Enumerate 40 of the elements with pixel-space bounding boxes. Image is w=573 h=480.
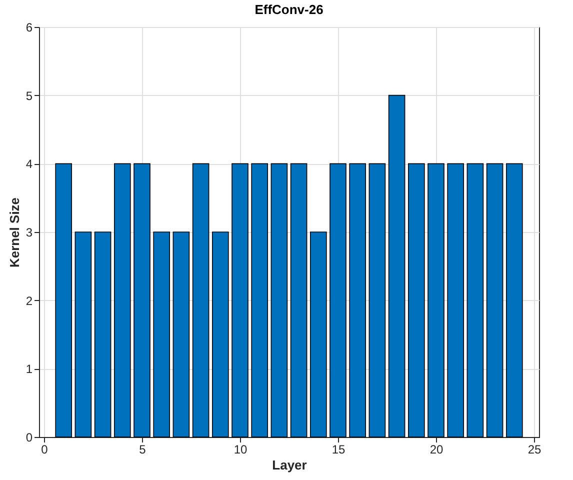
bar xyxy=(330,163,346,438)
bar xyxy=(270,163,288,438)
bar xyxy=(172,232,190,438)
x-tick-label: 15 xyxy=(332,442,346,456)
chart-title: EffConv-26 xyxy=(254,2,324,17)
y-tick-label: 3 xyxy=(26,226,33,240)
bar xyxy=(290,163,308,438)
bar xyxy=(114,163,131,438)
bar xyxy=(212,232,229,438)
bar xyxy=(192,163,210,438)
bar xyxy=(55,163,72,438)
bar xyxy=(251,163,268,438)
bar xyxy=(388,94,406,438)
bar xyxy=(486,163,504,438)
bar xyxy=(310,232,327,438)
bar xyxy=(466,163,484,438)
bar xyxy=(153,232,170,438)
x-tick-label: 0 xyxy=(41,442,48,456)
bar xyxy=(232,163,248,438)
y-tick-label: 4 xyxy=(26,157,33,172)
y-axis-title: Kernel Size xyxy=(6,197,22,268)
x-tick-label: 20 xyxy=(430,442,444,456)
y-tick-label: 2 xyxy=(26,294,33,308)
bar xyxy=(134,163,150,438)
bar xyxy=(408,163,425,438)
bar xyxy=(506,163,523,438)
bar xyxy=(74,232,92,438)
bar xyxy=(447,163,464,438)
bar xyxy=(94,232,112,438)
y-tick-label: 0 xyxy=(26,430,33,444)
bar xyxy=(428,163,444,438)
x-tick-label: 10 xyxy=(234,442,248,456)
y-tick-label: 1 xyxy=(26,362,33,376)
x-tick-label: 25 xyxy=(528,442,542,456)
y-tick-label: 5 xyxy=(26,88,33,103)
bar xyxy=(368,163,386,438)
y-tick-label: 6 xyxy=(26,20,33,34)
bar xyxy=(349,163,366,438)
x-axis-title: Layer xyxy=(272,458,307,472)
x-tick-label: 5 xyxy=(139,442,146,456)
